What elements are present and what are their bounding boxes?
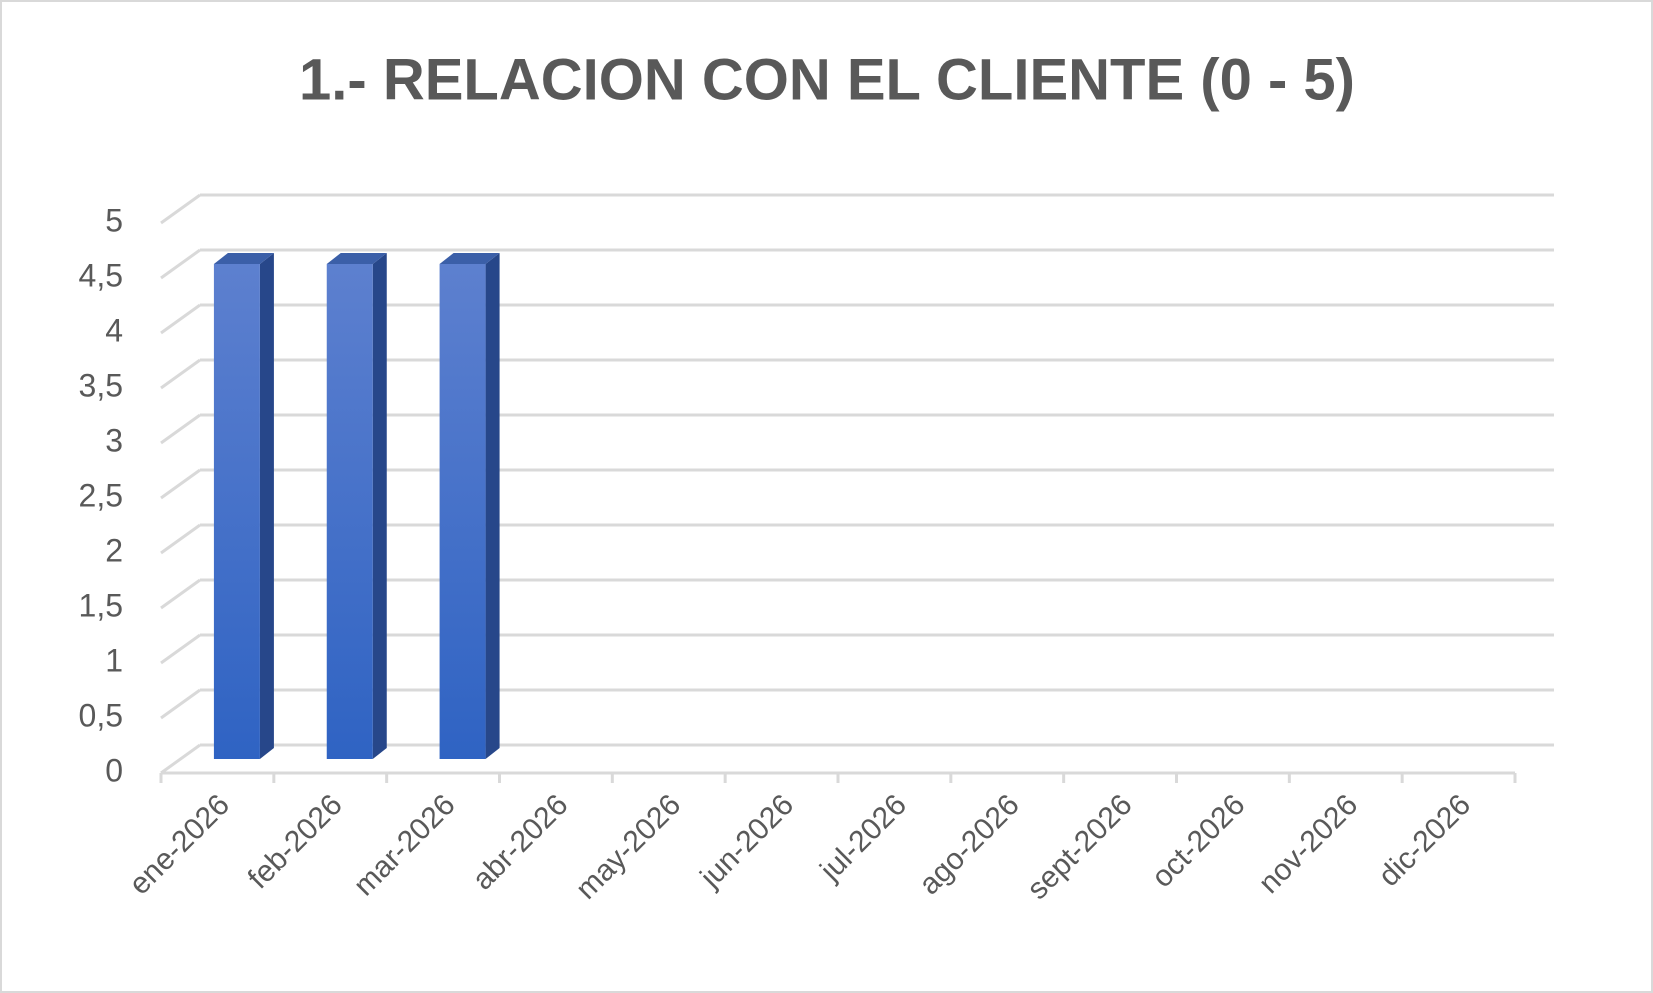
grid-side-line	[160, 523, 201, 555]
bar-side	[259, 253, 274, 759]
bar-top	[439, 253, 500, 264]
y-tick-label: 5	[105, 202, 123, 238]
y-tick-label: 0	[105, 752, 123, 788]
grid-side-line	[160, 578, 201, 610]
bar-front	[213, 264, 260, 759]
bar-side	[372, 253, 387, 759]
grid-side-line	[160, 468, 201, 500]
bar-side	[485, 253, 500, 759]
bar-top	[326, 253, 387, 264]
bar-front	[326, 264, 373, 759]
grid-side-line	[160, 248, 201, 280]
grid-side-line	[160, 633, 201, 665]
bar-top	[213, 253, 274, 264]
grid-side-line	[160, 303, 201, 335]
y-tick-label: 3,5	[79, 367, 123, 403]
y-tick-label: 3	[105, 422, 123, 458]
y-tick-label: 2	[105, 532, 123, 568]
y-tick-label: 4,5	[79, 257, 123, 293]
chart-title: 1.- RELACION CON EL CLIENTE (0 - 5)	[299, 47, 1355, 112]
grid-side-line	[160, 743, 201, 775]
bar	[213, 253, 274, 759]
grid-side-line	[160, 193, 201, 225]
bar	[326, 253, 387, 759]
grid-side-line	[160, 413, 201, 445]
y-tick-label: 2,5	[79, 477, 123, 513]
bar	[439, 253, 500, 759]
grid-side-line	[160, 688, 201, 720]
bar-front	[439, 264, 486, 759]
grid-side-line	[160, 358, 201, 390]
y-tick-label: 4	[105, 312, 123, 348]
y-tick-label: 0,5	[79, 697, 123, 733]
y-tick-label: 1	[105, 642, 123, 678]
y-tick-label: 1,5	[79, 587, 123, 623]
